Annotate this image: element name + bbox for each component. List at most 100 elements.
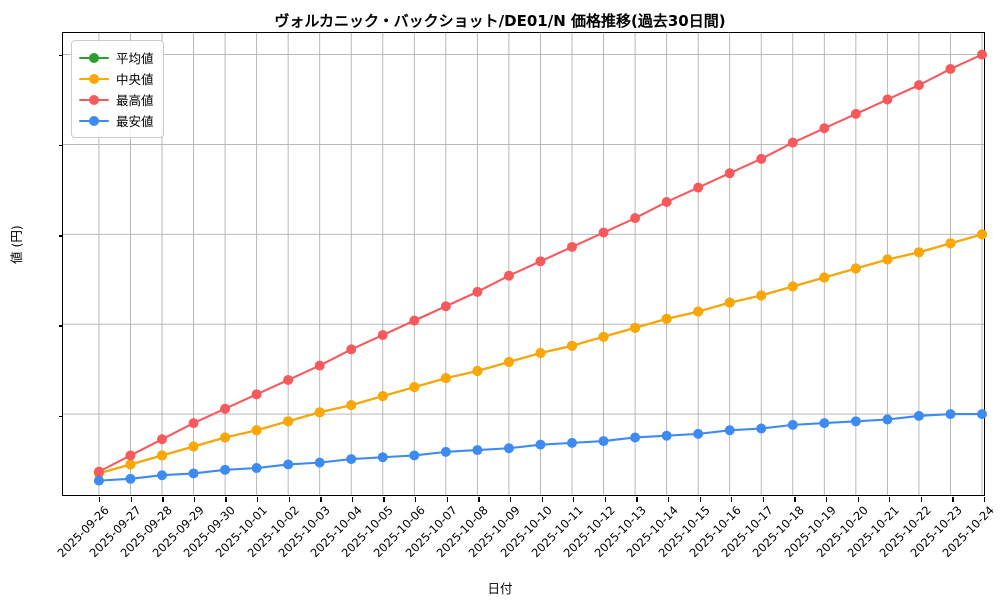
data-point xyxy=(125,450,136,461)
x-tick-mark xyxy=(509,497,512,502)
data-point xyxy=(251,425,262,436)
data-point xyxy=(882,94,893,105)
data-point xyxy=(630,213,641,224)
data-point xyxy=(787,419,798,430)
chart-legend[interactable]: 平均値 中央値最高値最安値 xyxy=(71,40,164,138)
data-point xyxy=(157,450,167,461)
y-tick-mark xyxy=(58,415,63,418)
data-point xyxy=(157,434,167,445)
data-point xyxy=(724,168,735,179)
x-tick-mark xyxy=(130,497,132,502)
plot-area xyxy=(58,32,987,502)
y-tick-mark xyxy=(58,144,63,147)
data-point xyxy=(630,322,641,333)
data-point xyxy=(598,227,609,238)
data-point xyxy=(472,365,483,376)
legend-label: 最安値 xyxy=(116,114,154,129)
data-point xyxy=(693,182,704,193)
data-point xyxy=(819,123,830,134)
data-point xyxy=(220,403,231,414)
data-point xyxy=(535,348,546,358)
data-point xyxy=(535,439,546,450)
data-point xyxy=(314,360,325,371)
data-point xyxy=(567,340,577,351)
data-point xyxy=(787,137,798,148)
data-point xyxy=(693,428,704,439)
x-tick-mark xyxy=(920,497,923,502)
x-tick-mark xyxy=(604,497,606,502)
legend-marker-icon xyxy=(79,93,109,107)
data-point xyxy=(503,356,514,367)
chart-title: ヴォルカニック・バックショット/DE01/N 価格推移(過去30日間) xyxy=(274,12,726,30)
data-point xyxy=(661,313,672,324)
y-axis-label: 値 (円) xyxy=(9,225,24,264)
legend-item-4[interactable]: 最安値 xyxy=(79,110,154,131)
data-point xyxy=(220,464,231,475)
legend-marker-icon xyxy=(79,51,109,65)
data-point xyxy=(346,400,357,411)
x-tick-mark xyxy=(99,497,101,502)
legend-marker-icon xyxy=(79,114,109,128)
data-point xyxy=(567,241,577,252)
x-tick-mark xyxy=(415,497,417,502)
legend-item-1[interactable]: 平均値 xyxy=(79,47,154,68)
data-point xyxy=(409,315,420,326)
data-point xyxy=(125,459,136,470)
data-point xyxy=(93,475,104,486)
x-tick-mark xyxy=(162,497,164,502)
data-point xyxy=(850,263,861,274)
data-point xyxy=(283,459,294,470)
data-point xyxy=(913,410,924,421)
y-tick-mark xyxy=(58,325,63,327)
data-point xyxy=(913,247,924,258)
legend-label: 最高値 xyxy=(116,93,154,108)
x-tick-mark xyxy=(573,497,575,502)
data-point xyxy=(945,63,956,74)
data-point xyxy=(598,436,609,447)
data-point xyxy=(693,306,704,317)
data-point xyxy=(472,445,483,456)
data-point xyxy=(945,409,956,420)
data-point xyxy=(598,331,609,342)
legend-item-3[interactable]: 最高値 xyxy=(79,89,154,110)
data-point xyxy=(756,290,767,301)
x-tick-mark xyxy=(351,497,354,502)
data-point xyxy=(93,466,104,477)
data-point xyxy=(756,423,767,434)
data-point xyxy=(409,382,420,393)
data-point xyxy=(787,281,798,292)
data-point xyxy=(440,373,451,384)
x-tick-mark xyxy=(952,497,954,502)
data-point xyxy=(819,272,830,283)
data-point xyxy=(756,153,767,164)
data-point xyxy=(314,457,325,468)
data-point xyxy=(503,270,514,281)
x-tick-mark xyxy=(225,497,227,502)
data-point xyxy=(188,441,199,452)
data-point xyxy=(913,80,924,91)
x-tick-mark xyxy=(889,497,891,502)
data-point xyxy=(567,437,577,448)
data-point xyxy=(503,443,514,454)
legend-item-2[interactable]: 中央値 xyxy=(79,68,154,89)
data-point xyxy=(125,473,136,484)
data-point xyxy=(251,389,262,400)
data-point xyxy=(251,463,262,474)
data-point xyxy=(472,286,483,297)
data-point xyxy=(409,450,420,461)
data-point xyxy=(630,432,641,443)
x-tick-mark xyxy=(699,497,701,502)
x-tick-mark xyxy=(446,497,448,502)
data-point xyxy=(882,414,893,425)
data-point xyxy=(535,256,546,267)
y-tick-mark xyxy=(58,235,63,237)
data-point xyxy=(661,430,672,441)
x-tick-mark xyxy=(257,497,259,502)
data-point xyxy=(819,418,830,429)
series-4 xyxy=(93,409,987,486)
series-2 xyxy=(93,229,987,479)
data-point xyxy=(346,344,357,355)
x-tick-mark xyxy=(320,497,322,502)
data-point xyxy=(220,432,231,443)
